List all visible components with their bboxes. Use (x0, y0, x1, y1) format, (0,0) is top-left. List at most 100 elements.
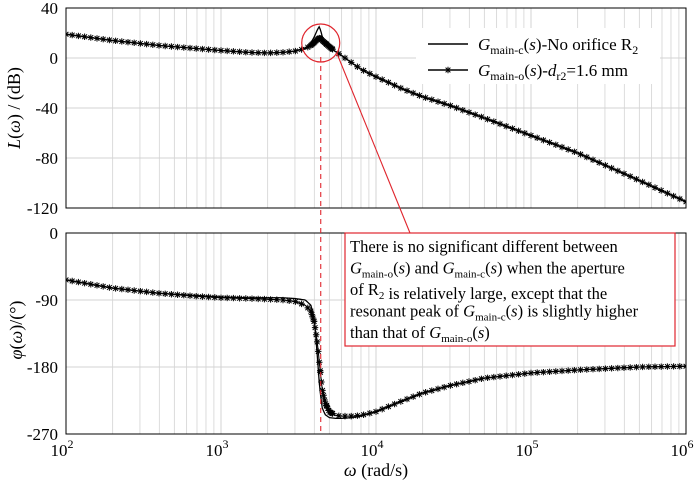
phase-series-open-marker (441, 383, 448, 391)
phase-series-open-marker (540, 368, 547, 376)
phase-series-open-marker (670, 363, 677, 370)
phase-series-open-marker (224, 294, 231, 302)
magnitude-series-open-marker (137, 40, 144, 47)
phase-series-open-marker (311, 324, 319, 331)
phase-series-open-marker (478, 375, 485, 383)
magnitude-series-open-marker (93, 35, 101, 42)
magnitude-series-open-marker (391, 82, 398, 89)
phase-series-open-marker (453, 380, 460, 388)
phase-series-open-marker (596, 365, 603, 373)
magnitude-series-open-marker (273, 49, 280, 56)
phase-series-open-marker (315, 348, 322, 355)
phase-series-open-marker (318, 378, 325, 386)
phase-series-open-marker (589, 366, 597, 373)
magnitude-series-open-marker (459, 106, 466, 114)
magnitude-series-open-marker (131, 39, 138, 47)
phase-series-open-marker (527, 369, 535, 377)
phase-y-ticks: 0 -90 -180 -270 (27, 224, 58, 444)
magnitude-series-open-marker (155, 42, 163, 49)
magnitude-series-open-marker (422, 94, 429, 101)
phase-series-open-marker (186, 292, 194, 299)
phase-series-open-marker (645, 363, 652, 371)
phase-series-open-marker (199, 293, 206, 300)
phase-series-open-marker (602, 365, 609, 372)
legend: Gmain-c(s)-No orifice R2 Gmain-o(s)-dr2=… (416, 28, 660, 84)
phase-series-open-marker (193, 293, 200, 300)
magnitude-series-open-marker (180, 44, 187, 51)
phase-series-open-marker (410, 393, 417, 400)
magnitude-series-open-marker (162, 42, 169, 50)
magnitude-series-open-marker (428, 96, 435, 103)
magnitude-series-open-marker (211, 46, 218, 54)
magnitude-series-open-marker (503, 122, 510, 130)
x-tick-label: 104 (361, 437, 384, 460)
phase-x-ticks: 102 103 104 105 106 (51, 437, 694, 460)
magnitude-y-ticks: 40 0 -40 -80 -120 (27, 0, 58, 218)
annotation-pointer-line (336, 52, 411, 234)
phase-series-open-marker (211, 294, 218, 301)
phase-series-open-marker (503, 372, 510, 379)
phase-series-open-marker (490, 373, 497, 381)
phase-y-tick-label: -90 (35, 291, 58, 310)
magnitude-y-tick-label: -120 (27, 199, 58, 218)
phase-series (66, 276, 686, 420)
magnitude-series-open-marker (124, 38, 132, 46)
magnitude-series-open-marker (255, 49, 262, 56)
phase-series-open-marker (312, 331, 320, 338)
phase-series-open-marker (608, 365, 615, 372)
magnitude-series-open-marker (552, 141, 559, 149)
phase-series-open-marker (372, 408, 380, 415)
phase-series-open-marker (577, 366, 584, 374)
phase-series-open-marker (379, 405, 386, 413)
magnitude-series-open-marker (335, 50, 342, 57)
magnitude-series-open-marker (118, 38, 125, 45)
magnitude-series-open-marker (81, 33, 88, 40)
phase-series-open-marker (279, 296, 287, 304)
phase-y-tick-label: 0 (50, 224, 59, 243)
phase-series-open-marker (321, 396, 328, 404)
magnitude-series-open-marker (602, 162, 609, 169)
magnitude-series-open-marker (366, 70, 373, 77)
magnitude-series-open-marker (434, 98, 442, 105)
magnitude-series-open-marker (186, 44, 194, 52)
magnitude-series-open-marker (509, 125, 516, 132)
phase-series-open-marker (614, 364, 621, 372)
phase-series-open-marker (565, 367, 572, 374)
annotation-callout: There is no significant different betwee… (344, 232, 676, 347)
phase-series-open-marker (658, 363, 665, 370)
magnitude-series-open-marker (527, 132, 535, 139)
phase-series-open-marker (354, 412, 361, 419)
phase-series-open-marker (459, 379, 466, 387)
phase-series-open-marker (397, 398, 404, 405)
phase-series-open-marker (124, 286, 132, 294)
phase-series-open-marker (242, 295, 249, 302)
magnitude-series-open-marker (397, 84, 404, 92)
magnitude-series-open-marker (534, 134, 541, 142)
magnitude-series-open-marker (248, 49, 256, 56)
magnitude-series-open-marker (465, 109, 473, 116)
magnitude-series-open-marker (614, 167, 621, 175)
magnitude-series-open-marker (75, 32, 82, 40)
x-tick-label: 105 (516, 437, 539, 460)
resonance-annotation (301, 23, 411, 434)
phase-series-open-marker (143, 288, 150, 296)
magnitude-series-open-marker (112, 37, 119, 45)
phase-series-open-marker (308, 311, 316, 318)
phase-series-open-marker (298, 300, 305, 308)
magnitude-series-open-marker (620, 170, 628, 177)
phase-series-open-marker (93, 282, 101, 289)
magnitude-series-open-marker (372, 73, 380, 80)
magnitude-series-open-marker (286, 48, 293, 55)
magnitude-series-open-marker (279, 49, 287, 56)
magnitude-series-open-marker (608, 164, 615, 172)
magnitude-series-open-marker (100, 36, 107, 43)
phase-series-open-marker (676, 363, 683, 370)
phase-series-open-marker (472, 376, 479, 384)
magnitude-series-open-marker (639, 178, 646, 186)
magnitude-series-open-marker (645, 181, 652, 189)
phase-series-open-marker (322, 400, 329, 407)
annotation-line: than that of Gmain-o(s) (350, 323, 490, 345)
phase-series-open-marker (273, 296, 280, 303)
legend-box (416, 28, 660, 84)
